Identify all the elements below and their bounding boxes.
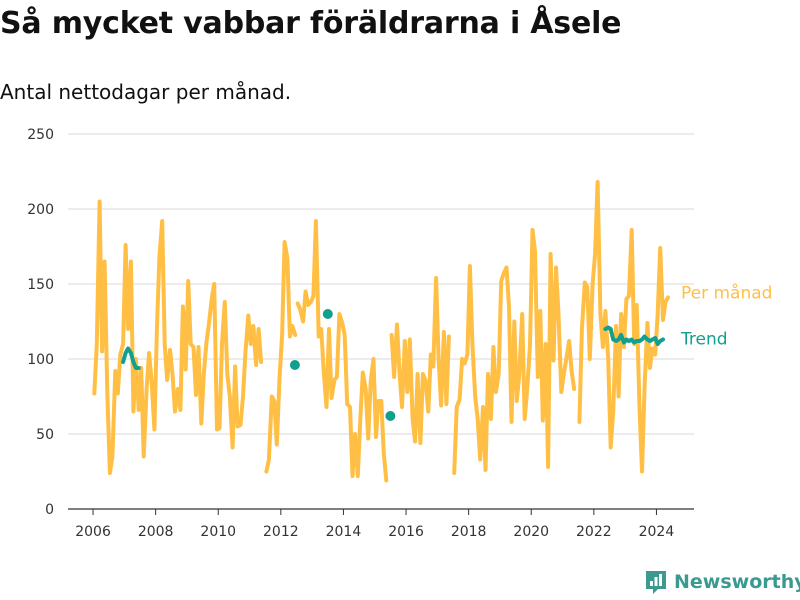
legend-monthly: Per månad — [681, 283, 772, 304]
trend-point — [385, 411, 396, 421]
legend: Per månad Trend — [680, 283, 772, 350]
monthly-line-segment — [389, 276, 451, 445]
monthly-line-segment — [92, 199, 264, 475]
monthly-line-segment — [295, 219, 389, 483]
brand-name: Newsworthy — [674, 571, 800, 593]
x-tick-label: 2018 — [451, 524, 487, 540]
x-axis: 2006 2008 2010 2012 2014 2016 2018 2020 2022 2024 — [68, 508, 694, 540]
x-tick-label: 2016 — [388, 524, 424, 540]
x-tick-label: 2014 — [326, 524, 362, 540]
y-tick-label: 0 — [45, 502, 54, 518]
chart-title: Så mycket vabbar föräldrarna i Åsele — [0, 6, 622, 41]
monthly-line-segment — [452, 228, 577, 475]
plot-area — [92, 180, 670, 483]
legend-trend: Trend — [680, 330, 728, 350]
y-tick-label: 200 — [27, 202, 54, 218]
y-tick-label: 250 — [27, 127, 54, 143]
x-tick-label: 2022 — [576, 524, 612, 540]
newsworthy-logo: Newsworthy — [644, 569, 800, 595]
x-tick-label: 2012 — [263, 524, 299, 540]
trend-point — [289, 360, 300, 370]
y-tick-label: 150 — [27, 277, 54, 293]
x-tick-label: 2010 — [200, 524, 236, 540]
y-tick-label: 100 — [27, 352, 54, 368]
x-tick-label: 2008 — [138, 524, 174, 540]
x-tick-label: 2006 — [75, 524, 111, 540]
x-tick-label: 2020 — [513, 524, 549, 540]
newsworthy-logo-icon — [646, 571, 666, 594]
trend-point — [322, 309, 333, 319]
trend-line-segment — [121, 346, 141, 370]
chart-subtitle: Antal nettodagar per månad. — [0, 80, 292, 104]
monthly-line-segment — [577, 180, 670, 474]
x-tick-label: 2024 — [639, 524, 675, 540]
y-axis: 0 50 100 150 200 250 — [27, 127, 54, 518]
monthly-line-segment — [264, 240, 298, 474]
y-tick-label: 50 — [36, 427, 54, 443]
trend-line-segment — [603, 325, 665, 346]
